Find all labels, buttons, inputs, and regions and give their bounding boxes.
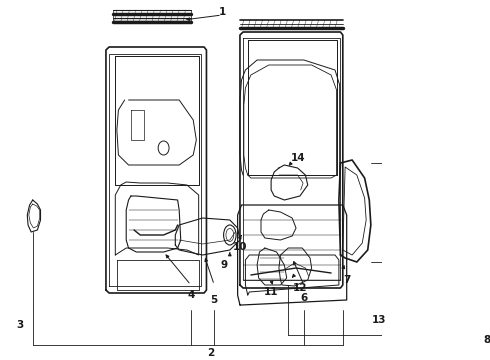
Text: 5: 5 [211, 295, 218, 305]
Text: 11: 11 [264, 287, 278, 297]
Text: 1: 1 [219, 7, 226, 17]
Text: 14: 14 [291, 153, 306, 163]
Text: 4: 4 [187, 290, 195, 300]
Text: 9: 9 [221, 260, 228, 270]
Text: 10: 10 [233, 242, 247, 252]
Text: 2: 2 [207, 348, 214, 358]
Text: 7: 7 [343, 275, 350, 285]
Text: 3: 3 [16, 320, 23, 330]
Text: 6: 6 [300, 293, 307, 303]
Text: 12: 12 [293, 283, 307, 293]
Text: 13: 13 [372, 315, 387, 325]
Text: 8: 8 [483, 335, 490, 345]
